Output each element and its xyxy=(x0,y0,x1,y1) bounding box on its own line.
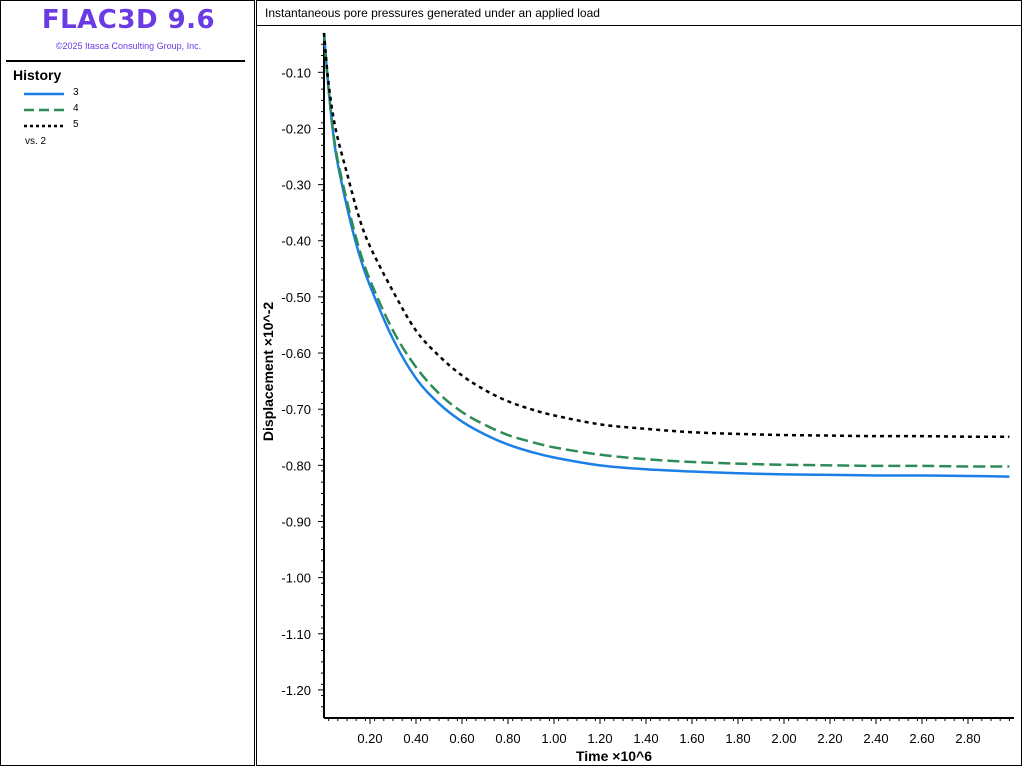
y-tick-label: -1.20 xyxy=(281,683,311,698)
plot-panel: Instantaneous pore pressures generated u… xyxy=(256,0,1022,766)
y-tick-label: -0.50 xyxy=(281,290,311,305)
x-tick-label: 2.80 xyxy=(955,731,980,746)
y-tick-label: -0.40 xyxy=(281,234,311,249)
legend-divider xyxy=(6,60,245,62)
y-tick-label: -0.60 xyxy=(281,346,311,361)
legend-vs-label: vs. 2 xyxy=(25,136,47,147)
legend-item-5[interactable]: 5 xyxy=(23,119,143,133)
x-tick-label: 1.60 xyxy=(679,731,704,746)
series-line-3[interactable] xyxy=(322,32,1010,478)
series-line-4[interactable] xyxy=(322,32,1010,468)
x-tick-label: 0.40 xyxy=(403,731,428,746)
legend-swatch-4 xyxy=(24,108,64,112)
x-tick-label: 0.60 xyxy=(449,731,474,746)
x-tick-label: 2.60 xyxy=(909,731,934,746)
legend-swatch-5 xyxy=(24,124,64,128)
y-tick-label: -0.20 xyxy=(281,121,311,136)
x-tick-label: 0.20 xyxy=(357,731,382,746)
x-tick-label: 2.20 xyxy=(817,731,842,746)
legend-label-3: 3 xyxy=(73,87,79,98)
series-line-5[interactable] xyxy=(322,32,1010,438)
legend-label-4: 4 xyxy=(73,103,79,114)
legend-item-3[interactable]: 3 xyxy=(23,87,143,101)
y-tick-label: -1.00 xyxy=(281,571,311,586)
plot-title-bar: Instantaneous pore pressures generated u… xyxy=(257,1,1021,26)
y-tick-label: -1.10 xyxy=(281,627,311,642)
app-logo-title: FLAC3D 9.6 xyxy=(41,5,216,35)
x-tick-label: 2.00 xyxy=(771,731,796,746)
x-tick-label: 1.20 xyxy=(587,731,612,746)
y-tick-label: -0.80 xyxy=(281,458,311,473)
x-tick-label: 1.00 xyxy=(541,731,566,746)
y-tick-label: -0.30 xyxy=(281,178,311,193)
y-axis-label: Displacement ×10^-2 xyxy=(260,302,276,442)
chart-canvas[interactable]: 0.20 0.40 0.60 0.80 1.00 1.20 1.40 1.60 1.80 2.00… xyxy=(257,1,1021,765)
legend-heading: History xyxy=(13,67,62,83)
x-tick-label: 0.80 xyxy=(495,731,520,746)
legend-swatch-3 xyxy=(24,92,64,96)
plot-title: Instantaneous pore pressures generated u… xyxy=(265,6,600,20)
y-tick-label: -0.90 xyxy=(281,514,311,529)
x-tick-label: 1.40 xyxy=(633,731,658,746)
y-tick-label: -0.10 xyxy=(281,65,311,80)
x-tick-label: 1.80 xyxy=(725,731,750,746)
legend-label-5: 5 xyxy=(73,119,79,130)
legend-panel: FLAC3D 9.6 ©2025 Itasca Consulting Group… xyxy=(0,0,255,766)
app-copyright: ©2025 Itasca Consulting Group, Inc. xyxy=(55,41,202,51)
x-axis-label: Time ×10^6 xyxy=(576,748,652,764)
legend-item-4[interactable]: 4 xyxy=(23,103,143,117)
x-tick-label: 2.40 xyxy=(863,731,888,746)
y-tick-label: -0.70 xyxy=(281,402,311,417)
